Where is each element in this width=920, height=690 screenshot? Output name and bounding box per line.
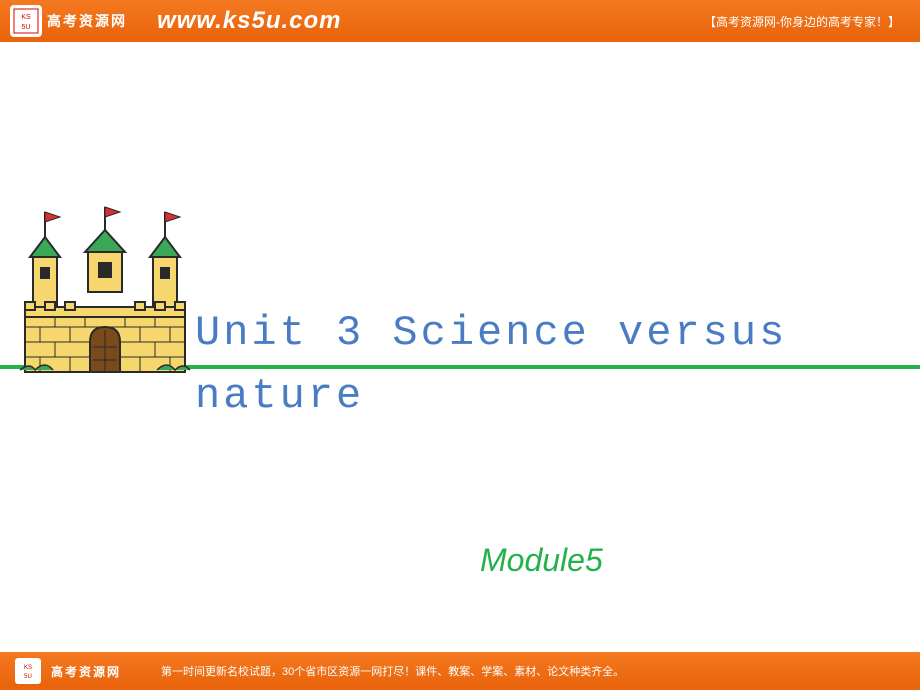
unit-title-line2: nature bbox=[195, 365, 895, 428]
svg-text:5U: 5U bbox=[22, 24, 31, 31]
footer-logo-icon: KS 5U bbox=[15, 658, 41, 684]
footer-brand: 高考资源网 bbox=[51, 663, 121, 680]
header-url: www.ks5u.com bbox=[157, 7, 342, 35]
unit-title-line1: Unit 3 Science versus bbox=[195, 302, 895, 365]
header-logo: KS 5U 高考资源网 bbox=[10, 5, 127, 37]
svg-text:5U: 5U bbox=[24, 674, 32, 680]
header-tagline: 【高考资源网-你身边的高考专家！】 bbox=[704, 13, 900, 30]
svg-text:KS: KS bbox=[24, 665, 32, 671]
footer-text: 第一时间更新名校试题，30个省市区资源一网打尽！课件、教案、学案、素材、论文种类… bbox=[161, 663, 624, 679]
header-bar: KS 5U 高考资源网 www.ks5u.com 【高考资源网-你身边的高考专家… bbox=[0, 0, 920, 42]
castle-illustration bbox=[15, 202, 195, 382]
footer-bar: KS 5U 高考资源网 第一时间更新名校试题，30个省市区资源一网打尽！课件、教… bbox=[0, 652, 920, 690]
module-label: Module5 bbox=[480, 542, 603, 579]
header-logo-text: 高考资源网 bbox=[47, 11, 127, 31]
svg-text:KS: KS bbox=[21, 14, 31, 21]
title-block: Unit 3 Science versus nature bbox=[195, 302, 895, 428]
slide-content: Unit 3 Science versus nature Module5 bbox=[0, 42, 920, 652]
logo-badge-icon: KS 5U bbox=[10, 5, 42, 37]
